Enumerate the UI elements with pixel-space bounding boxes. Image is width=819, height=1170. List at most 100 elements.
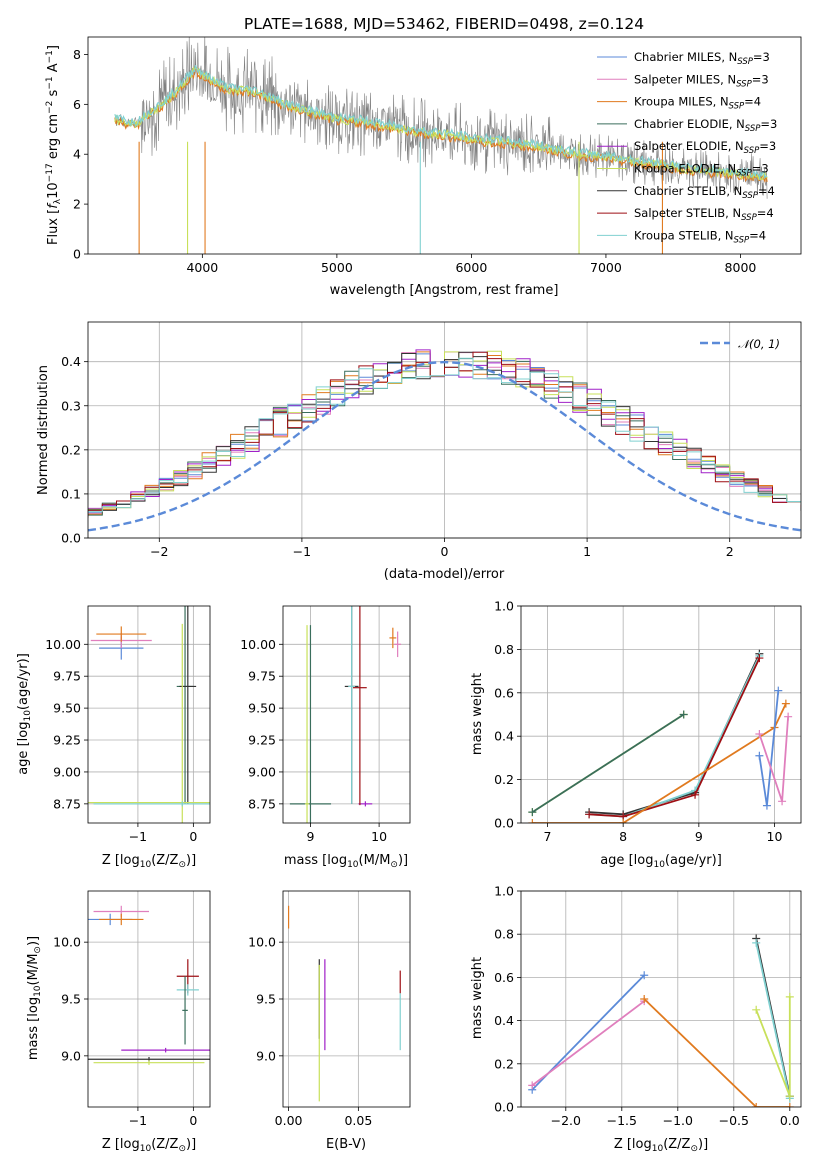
y-tick-label: 0.2 <box>494 772 514 787</box>
weight-line-salpeter_miles <box>531 1000 645 1087</box>
y-tick-label: 6 <box>73 97 81 112</box>
x-axis-label-part: ⊙ <box>690 1144 698 1154</box>
y-tick-label: 0.0 <box>494 816 514 831</box>
y-axis-label-part: (age/yr)] <box>16 653 31 710</box>
x-axis-label-part: ⊙ <box>178 1144 186 1154</box>
x-axis-label-part: )] <box>186 1137 196 1152</box>
x-tick-label: 0 <box>189 1113 197 1128</box>
x-axis-label-part: (Z/Z <box>663 1137 690 1152</box>
y-tick-label: 10.00 <box>240 637 276 652</box>
weight-marker-kroupa_miles <box>781 699 790 708</box>
panel-mass_vs_z: −1 09.09.510.0Z [log10(Z/Z⊙)]mass [log10(… <box>26 890 211 1154</box>
weight-marker-chabrier_elodie <box>528 808 537 817</box>
legend-text: Chabrier STELIB, N <box>634 184 742 198</box>
legend-sub: SSP <box>742 191 758 201</box>
y-tick-label: 9.25 <box>53 733 81 748</box>
x-tick-label: 0 <box>441 544 449 559</box>
axes-frame <box>87 321 802 539</box>
y-axis-label-part: s <box>46 89 61 100</box>
x-axis-label-part: )] <box>186 853 196 868</box>
weight-marker-salpeter_miles <box>778 797 787 806</box>
legend-text: Salpeter STELIB, N <box>634 206 741 220</box>
x-axis-label-part: 10 <box>140 860 152 870</box>
y-axis-label-part: erg cm <box>46 114 61 163</box>
x-axis-label: Z [log10(Z/Z⊙)] <box>102 1137 196 1154</box>
x-axis-label-part: Z [log <box>614 1137 652 1152</box>
y-axis-label-part: )] <box>26 936 41 946</box>
y-tick-label: 8.75 <box>248 796 276 811</box>
x-tick-label: 10 <box>371 829 387 844</box>
x-axis-label: (data-model)/error <box>384 567 505 582</box>
x-tick-label: 7000 <box>590 260 622 275</box>
panel-mass_vs_ebv: 0.00 0.05 9.0 9.5 10.0 E(B-V) <box>248 890 411 1152</box>
weight-marker-kroupa_miles <box>619 819 628 823</box>
normal-curve <box>88 360 801 532</box>
y-tick-label: 9.00 <box>248 764 276 779</box>
y-tick-label: 0.0 <box>61 531 81 546</box>
legend-label-chabrier_elodie: Chabrier ELODIE, NSSP=3 <box>634 117 777 134</box>
legend-sub: SSP <box>734 235 750 245</box>
y-tick-label: 9.5 <box>61 992 81 1007</box>
panel-spectrum: 4000 5000 6000 7000 8000 0 2 4 6 8 wavelength [Ang… <box>45 36 802 298</box>
y-axis-label-part: A <box>46 63 61 76</box>
legend-suffix: =3 <box>752 162 769 176</box>
y-tick-label: 9.50 <box>53 701 81 716</box>
plot-area <box>528 649 793 823</box>
y-tick-label: 0.4 <box>61 354 81 369</box>
y-axis-label-part: −2 <box>45 101 55 114</box>
weight-marker-kroupa_miles <box>752 1103 761 1107</box>
x-tick-label: 0.00 <box>275 1113 303 1128</box>
weight-marker-kroupa_miles <box>785 1103 794 1107</box>
x-tick-label: 9 <box>306 829 314 844</box>
y-axis-label: Flux [fλ10−17 erg cm−2 s−1 A−1] <box>45 45 63 245</box>
legend-label-chabrier_stelib: Chabrier STELIB, NSSP=4 <box>634 184 775 201</box>
legend-label-salpeter_miles: Salpeter MILES, NSSP=3 <box>634 72 769 89</box>
y-tick-label: 0.4 <box>494 729 514 744</box>
legend-suffix: =3 <box>752 72 769 86</box>
model-spectrum-kroupa_miles <box>114 66 768 183</box>
x-axis-label-part: )] <box>698 1137 708 1152</box>
x-axis-label-part: (Z/Z <box>151 1137 178 1152</box>
y-axis-label-part: −1 <box>45 76 55 89</box>
legend-sub: SSP <box>744 146 760 156</box>
y-tick-label: 0.3 <box>61 398 81 413</box>
x-tick-label: −1.5 <box>607 1113 637 1128</box>
legend-label-kroupa_stelib: Kroupa STELIB, NSSP=4 <box>634 228 766 245</box>
x-axis-label-part: (M/M <box>359 853 391 868</box>
y-axis-label-part: f <box>46 202 61 209</box>
histogram-salpeter_elodie <box>88 349 801 516</box>
legend-suffix: =4 <box>744 95 761 109</box>
x-axis-label-part: age [log <box>600 853 653 868</box>
y-tick-label: 9.75 <box>53 669 81 684</box>
weight-line-kroupa_miles <box>532 703 787 823</box>
x-tick-label: 7 <box>544 829 552 844</box>
y-axis-label: mass weight <box>470 673 485 755</box>
x-axis-label: wavelength [Angstrom, rest frame] <box>330 283 559 298</box>
histogram-kroupa_stelib <box>88 357 801 514</box>
legend-sub: SSP <box>736 169 752 179</box>
x-axis-label-part: 10 <box>653 860 665 870</box>
legend-label-kroupa_miles: Kroupa MILES, NSSP=4 <box>634 95 761 112</box>
y-tick-label: 0.2 <box>61 442 81 457</box>
y-tick-label: 0.4 <box>494 1013 514 1028</box>
y-tick-label: 0.1 <box>61 486 81 501</box>
axes-frame <box>282 605 411 824</box>
legend-suffix: =4 <box>749 228 766 242</box>
x-tick-label: −2.0 <box>551 1113 581 1128</box>
y-tick-label: 10.0 <box>53 935 81 950</box>
legend-text: Kroupa MILES, N <box>634 95 729 109</box>
legend-text: Kroupa STELIB, N <box>634 228 734 242</box>
weight-marker-kroupa_miles <box>640 995 649 1003</box>
plot-area <box>289 606 402 823</box>
axes-frame <box>87 36 802 255</box>
legend-text: Chabrier ELODIE, N <box>634 117 745 131</box>
axes-frame <box>520 605 802 824</box>
weight-line-kroupa_elodie <box>755 996 791 1097</box>
weight-marker-chabrier_miles <box>762 801 771 810</box>
weight-marker-kroupa_stelib <box>752 938 761 947</box>
x-axis-label: age [log10(age/yr)] <box>600 853 722 870</box>
legend-text: Salpeter ELODIE, N <box>634 139 744 153</box>
